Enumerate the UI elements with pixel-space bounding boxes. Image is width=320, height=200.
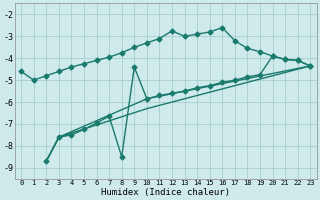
X-axis label: Humidex (Indice chaleur): Humidex (Indice chaleur): [101, 188, 230, 197]
